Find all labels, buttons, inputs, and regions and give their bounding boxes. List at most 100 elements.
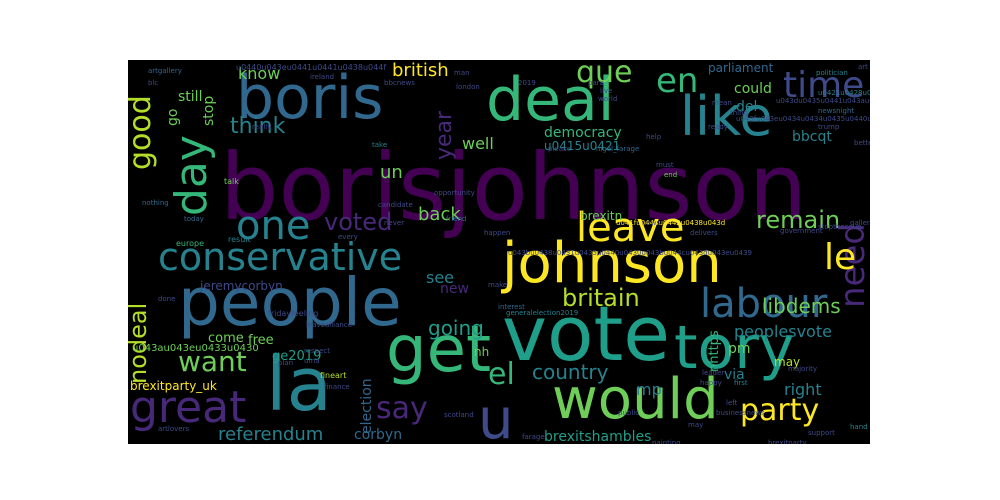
word: blc [148, 79, 159, 87]
word: public [618, 409, 640, 417]
word: live [600, 87, 613, 95]
word: en [656, 61, 699, 101]
word: fineart [320, 371, 347, 380]
word: really [252, 123, 272, 131]
word: come [208, 331, 244, 346]
word: mp [636, 380, 662, 399]
word: art [858, 63, 868, 71]
word: leavealliance [306, 321, 352, 329]
word: vote [502, 289, 671, 378]
word: make [488, 281, 508, 289]
word: trump [818, 123, 840, 131]
word: le [824, 237, 857, 278]
word: talk [224, 177, 239, 186]
word: via [724, 367, 745, 383]
word: pm [728, 341, 751, 357]
word: nigel_farage [596, 145, 640, 153]
word: going [428, 316, 484, 340]
word: think [230, 114, 286, 139]
word: britain [562, 284, 640, 312]
word: politician [816, 69, 848, 77]
word: right [784, 380, 822, 399]
word: today [184, 215, 204, 223]
word: democracy [544, 125, 622, 141]
word: still [178, 89, 203, 105]
word: leave [576, 205, 685, 251]
word: u043fu043eu0434u0434u0435u0440u0436u043a… [736, 115, 870, 123]
word: johnson [502, 231, 722, 296]
word: stopthecoup [818, 223, 862, 231]
word: great [130, 382, 247, 433]
word: result [228, 235, 251, 244]
word: want [178, 345, 247, 378]
word: que [576, 60, 633, 90]
word: well [462, 134, 494, 153]
word: voted [324, 208, 393, 236]
word: end [664, 171, 678, 179]
word: help [646, 133, 662, 141]
word: british [392, 60, 449, 81]
word: bbcnews [384, 79, 415, 87]
word: world [598, 95, 618, 103]
word: support [808, 429, 835, 437]
word: painting [652, 439, 681, 445]
word: artgallery [148, 67, 182, 75]
word: day [166, 135, 217, 216]
word: 2019 [518, 79, 536, 87]
word: del [736, 99, 758, 115]
word: libdems [762, 294, 841, 318]
word: bbcqt [792, 129, 832, 145]
word: never [384, 219, 405, 227]
word: delivers [690, 229, 718, 237]
word: brexitn [580, 209, 623, 223]
word: see [426, 268, 455, 287]
word: back [418, 204, 461, 225]
word: europe [176, 239, 204, 248]
word: friend [446, 215, 467, 223]
word: u0415u0421 [544, 139, 621, 153]
word: brexitshambles [544, 429, 652, 444]
word: stop [201, 95, 217, 126]
word: peoplesvote [734, 322, 832, 341]
word: conservative [158, 235, 403, 279]
word: would [552, 367, 719, 432]
word: time [783, 65, 865, 106]
word: u0421u0428u0410 [818, 89, 870, 97]
word: respect [304, 347, 331, 355]
word: majority [788, 365, 818, 373]
word: happy [700, 379, 722, 387]
word: government [780, 227, 823, 235]
word-cloud: borisjohnson boris deal like time en que… [128, 60, 870, 444]
word: tory [674, 313, 795, 383]
word: labour [700, 281, 828, 327]
word: done [158, 295, 176, 303]
word: every [338, 233, 358, 241]
word: finance [324, 383, 350, 391]
word: plan [278, 359, 294, 367]
word: para [588, 79, 604, 87]
word: corbyn [354, 427, 403, 443]
word: nhttps [707, 330, 722, 372]
word: left [726, 399, 738, 407]
word: ready [708, 123, 728, 131]
word: nothing [142, 199, 169, 207]
word: may [774, 355, 801, 369]
word: year [432, 110, 457, 160]
word: candidate [378, 201, 413, 209]
word: gallery [850, 219, 870, 227]
word: people [178, 264, 402, 341]
word: uma [304, 357, 320, 365]
word: new [440, 281, 469, 297]
word: la [266, 342, 332, 428]
word: first [734, 379, 748, 387]
word: one [236, 203, 311, 249]
word: man [454, 69, 470, 77]
word: parliament [708, 61, 774, 75]
word: newsnight [818, 107, 855, 115]
word: referendum [218, 424, 324, 444]
word: deal [486, 65, 615, 135]
word: fridayfeeling [268, 309, 319, 318]
word: know [238, 64, 281, 83]
word: jeremycorbyn [200, 279, 283, 293]
word: ge2019 [272, 349, 322, 364]
